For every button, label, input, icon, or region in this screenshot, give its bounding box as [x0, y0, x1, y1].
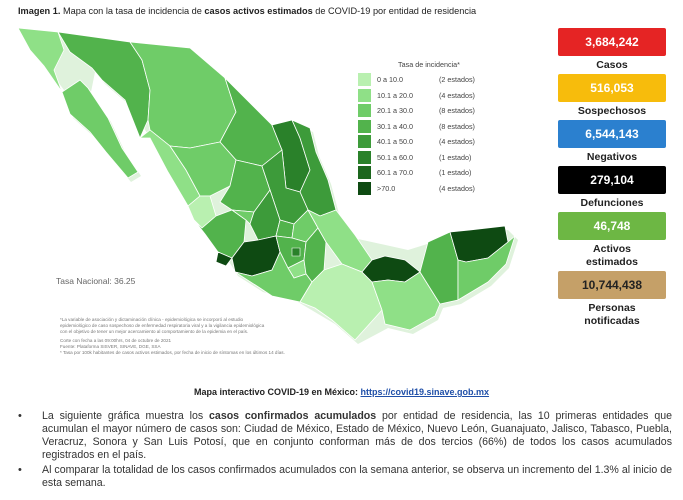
- legend-item: 10.1 a 20.0 (4 estados): [358, 88, 488, 104]
- legend-count: (2 estados): [439, 75, 475, 85]
- bullet-dot: •: [18, 410, 22, 422]
- state-baja-california[interactable]: [17, 27, 65, 93]
- mexico-map-svg: [17, 27, 518, 344]
- bullet-dot: •: [18, 464, 22, 476]
- map-link-line: Mapa interactivo COVID-19 en México: htt…: [0, 387, 683, 397]
- legend-range: 60.1 a 70.0: [377, 168, 413, 178]
- legend-swatch: [358, 181, 371, 195]
- map-legend: Tasa de incidencia* 0 a 10.0 (2 estados) 1…: [358, 60, 488, 196]
- legend-item: 50.1 a 60.0 (1 estado): [358, 150, 488, 166]
- stat-label: Defunciones: [580, 197, 644, 209]
- bullet-text: La siguiente gráfica muestra los: [42, 410, 210, 422]
- legend-item: 60.1 a 70.0 (1 estado): [358, 165, 488, 181]
- footnote-line: * Tasa por 100k habitantes de casos acti…: [60, 350, 285, 355]
- legend-swatch: [358, 88, 371, 102]
- map-footnotes: *La variable de asociación y dictaminaci…: [60, 317, 360, 356]
- bullet-item: • Al comparar la totalidad de los casos c…: [18, 464, 672, 490]
- incidence-map: Tasa de incidencia* 0 a 10.0 (2 estados) 1…: [10, 20, 550, 365]
- legend-swatch: [358, 135, 371, 149]
- legend-count: (1 estado): [439, 152, 472, 162]
- legend-swatch: [358, 119, 371, 133]
- legend-swatch: [358, 73, 371, 87]
- legend-item: 40.1 a 50.0 (4 estados): [358, 134, 488, 150]
- legend-item: >70.0 (4 estados): [358, 181, 488, 197]
- legend-count: (4 estados): [439, 183, 475, 193]
- stat-value-box: 6,544,143: [558, 120, 666, 148]
- caption-part1: Mapa con la tasa de incidencia de: [60, 6, 205, 16]
- footnote-line: Fuente: Plataforma SISVER, SINAVE, DGE, …: [60, 344, 161, 349]
- legend-count: (8 estados): [439, 106, 475, 116]
- footnote-line: *La variable de asociación y dictaminaci…: [60, 317, 244, 322]
- legend-swatch: [358, 150, 371, 164]
- state-guerrero[interactable]: [234, 251, 313, 303]
- bullet-bold-text: casos confirmados acumulados: [209, 410, 377, 422]
- legend-swatch: [358, 166, 371, 180]
- stat-value-box: 10,744,438: [558, 271, 666, 299]
- legend-range: 20.1 a 30.0: [377, 106, 413, 116]
- legend-title: Tasa de incidencia*: [398, 60, 460, 69]
- map-link-url[interactable]: https://covid19.sinave.gob.mx: [360, 387, 490, 397]
- footnote-line: epidemiológico de caso sospechoso de enf…: [60, 323, 265, 328]
- map-link-label: Mapa interactivo COVID-19 en México:: [193, 387, 361, 397]
- legend-swatch: [358, 104, 371, 118]
- state-chiapas[interactable]: [371, 271, 441, 331]
- bullet-text: por entidad de residencia, las 10 primer…: [42, 410, 672, 461]
- stats-panel: 3,684,242 Casos 516,053 Sospechosos 6,544,14…: [558, 28, 666, 330]
- legend-range: 50.1 a 60.0: [377, 152, 413, 162]
- stat-value-box: 46,748: [558, 212, 666, 240]
- stat-value-box: 3,684,242: [558, 28, 666, 56]
- legend-item: 0 a 10.0 (2 estados): [358, 72, 488, 88]
- stat-label: Personas notificadas: [584, 302, 640, 327]
- state-jalisco[interactable]: [193, 209, 247, 259]
- bullet-text: Al comparar la totalidad de los casos co…: [42, 464, 672, 489]
- legend-range: 0 a 10.0: [377, 75, 403, 85]
- stat-label: Negativos: [586, 151, 638, 163]
- state-baja-california-sur[interactable]: [61, 79, 139, 179]
- stat-value-box: 516,053: [558, 74, 666, 102]
- legend-count: (8 estados): [439, 121, 475, 131]
- legend-count: (1 estado): [439, 168, 472, 178]
- tasa-nacional: Tasa Nacional: 36.25: [56, 276, 136, 286]
- bullet-item: • La siguiente gráfica muestra los casos …: [18, 410, 672, 462]
- footnote-line: con el objetivo de tener un mejor acerca…: [60, 329, 249, 334]
- caption-bold: casos activos estimados: [204, 6, 313, 16]
- legend-range: >70.0: [377, 183, 396, 193]
- bullet-list: • La siguiente gráfica muestra los casos …: [18, 410, 672, 492]
- stat-label: Sospechosos: [577, 105, 647, 117]
- legend-rows: 0 a 10.0 (2 estados) 10.1 a 20.0 (4 estados…: [358, 72, 488, 196]
- stat-value-box: 279,104: [558, 166, 666, 194]
- stat-label: Activos estimados: [586, 243, 638, 268]
- caption-part2: de COVID-19 por entidad de residencia: [312, 6, 477, 16]
- footnote-line: Corte con fecha a las 09:00hrs, 04 de oc…: [60, 338, 172, 343]
- legend-count: (4 estados): [439, 137, 475, 147]
- state-ciudad-de-mexico[interactable]: [291, 247, 301, 257]
- state-quintana-roo[interactable]: [457, 234, 516, 301]
- figure-caption: Imagen 1. Mapa con la tasa de incidencia…: [18, 6, 476, 16]
- legend-item: 30.1 a 40.0 (8 estados): [358, 119, 488, 135]
- legend-range: 30.1 a 40.0: [377, 121, 413, 131]
- legend-item: 20.1 a 30.0 (8 estados): [358, 103, 488, 119]
- state-colima[interactable]: [215, 251, 233, 267]
- legend-range: 40.1 a 50.0: [377, 137, 413, 147]
- legend-count: (4 estados): [439, 90, 475, 100]
- legend-range: 10.1 a 20.0: [377, 90, 413, 100]
- stat-label: Casos: [596, 59, 628, 71]
- caption-prefix: Imagen 1.: [18, 6, 61, 16]
